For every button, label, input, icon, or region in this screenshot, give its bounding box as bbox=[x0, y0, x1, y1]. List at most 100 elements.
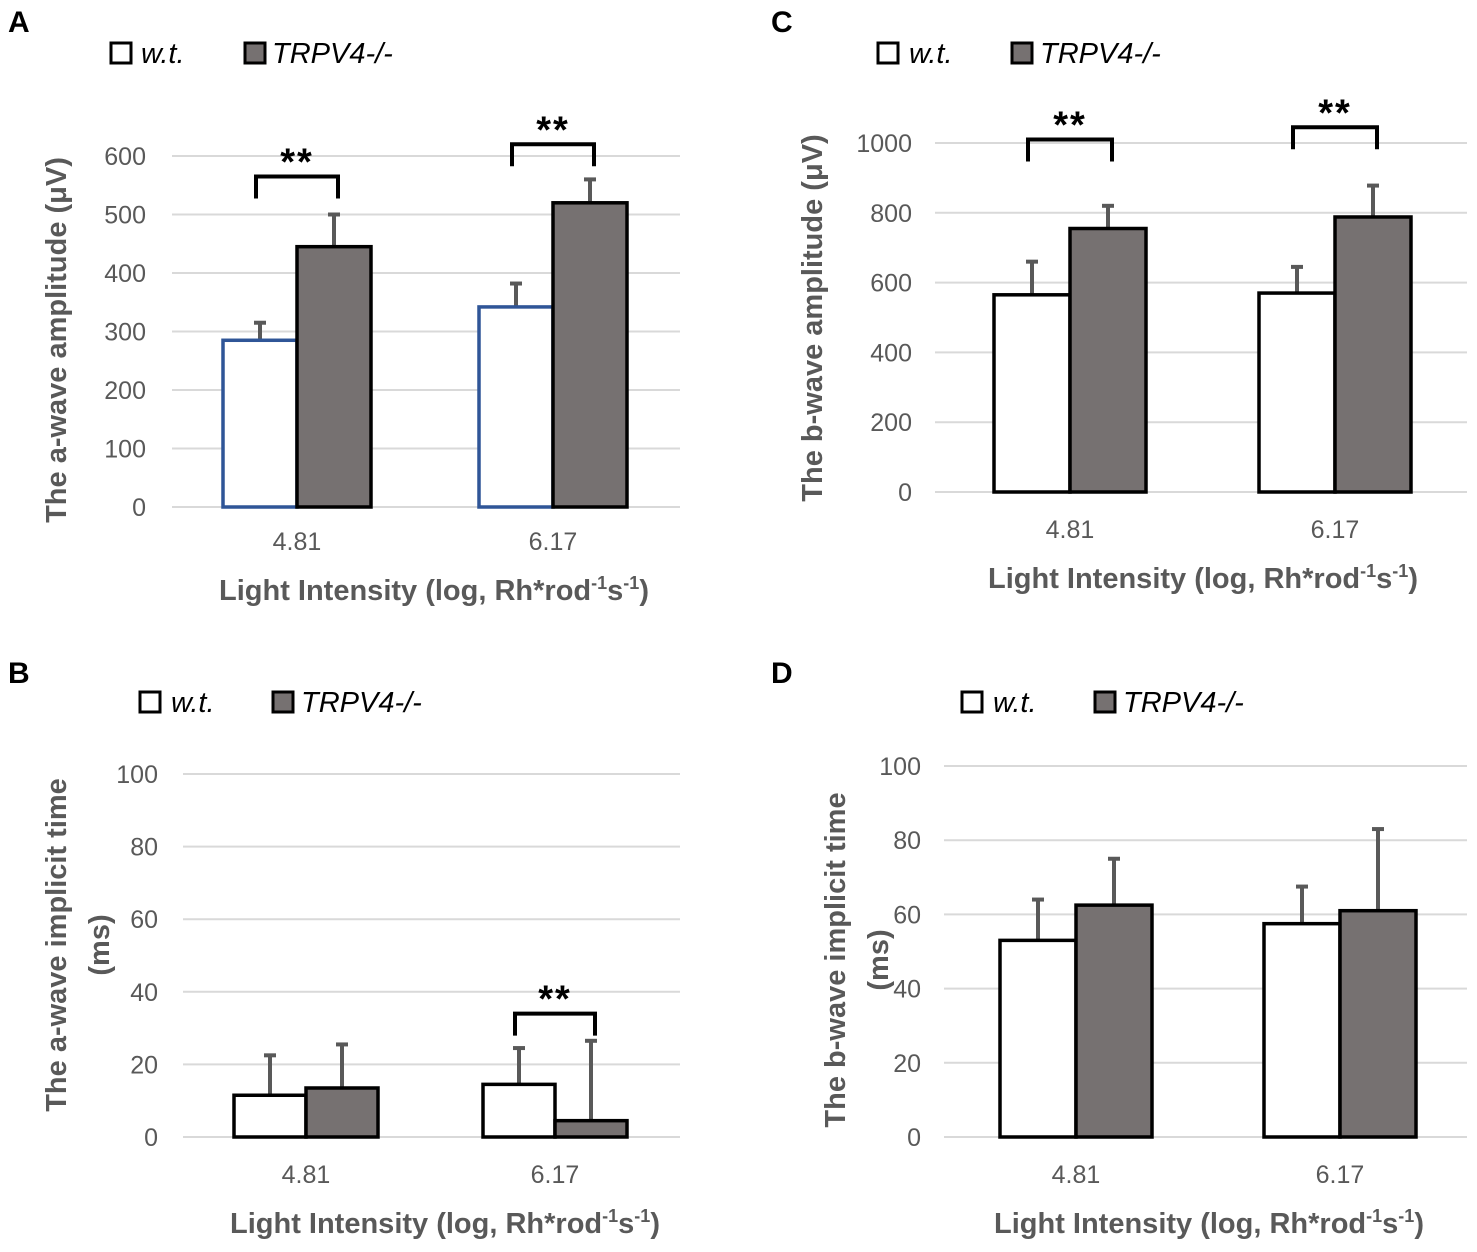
y-tick-label: 80 bbox=[130, 834, 158, 862]
y-tick-label: 60 bbox=[893, 901, 921, 929]
significance-label: ** bbox=[1318, 92, 1352, 134]
legend-swatch-wt bbox=[876, 41, 900, 65]
significance-bracket bbox=[1026, 137, 1114, 162]
significance-label: ** bbox=[536, 109, 570, 151]
panel-letter-a: A bbox=[8, 6, 30, 39]
y-tick-label: 80 bbox=[893, 827, 921, 855]
plot-area: 0 20 40 60 80 100 4.81 6.17 ** bbox=[116, 761, 680, 1189]
y-tick-label: 400 bbox=[870, 339, 912, 367]
bar-wt bbox=[992, 293, 1072, 494]
bar-trpv4-ko bbox=[1068, 226, 1148, 494]
x-axis-label: Light Intensity (log, Rh*rod-1s-1) bbox=[219, 573, 649, 607]
bar-wt bbox=[232, 1093, 308, 1139]
y-tick-label: 0 bbox=[898, 479, 912, 507]
significance-label: ** bbox=[1053, 105, 1087, 147]
x-tick-label: 4.81 bbox=[273, 528, 322, 556]
legend-swatch-ko bbox=[271, 690, 295, 714]
plot-area: 0 100 200 300 400 500 600 4.81 6.17 ** ** bbox=[104, 109, 680, 556]
legend-label-wt: w.t. bbox=[141, 38, 185, 70]
panel-letter-c: C bbox=[771, 6, 793, 39]
panel-a: A w.t. TRPV4-/- The a-wave amplitude (μV… bbox=[8, 6, 680, 607]
y-tick-label: 100 bbox=[116, 761, 158, 789]
y-axis-label-line2: (ms) bbox=[863, 929, 895, 990]
bar-trpv4-ko bbox=[553, 1118, 629, 1139]
y-tick-label: 0 bbox=[144, 1124, 158, 1152]
x-tick-label: 6.17 bbox=[1311, 516, 1360, 544]
legend-swatch-ko bbox=[1010, 41, 1034, 65]
y-tick-label: 200 bbox=[870, 409, 912, 437]
legend-swatch-wt bbox=[138, 690, 162, 714]
bar-trpv4-ko bbox=[1333, 215, 1413, 494]
significance-label: ** bbox=[280, 141, 314, 183]
significance-bracket bbox=[513, 1011, 597, 1036]
y-tick-label: 800 bbox=[870, 200, 912, 228]
y-tick-label: 100 bbox=[879, 753, 921, 781]
legend-label-ko: TRPV4-/- bbox=[1040, 38, 1161, 70]
y-tick-label: 20 bbox=[130, 1051, 158, 1079]
y-axis-label-line1: The b-wave implicit time bbox=[820, 792, 852, 1127]
bar-trpv4-ko bbox=[304, 1086, 380, 1139]
y-tick-label: 200 bbox=[104, 377, 146, 405]
significance-label: ** bbox=[538, 979, 572, 1021]
bar-wt bbox=[1257, 291, 1337, 494]
y-axis-label-line1: The a-wave implicit time bbox=[41, 778, 73, 1112]
significance-bracket bbox=[510, 142, 596, 167]
x-tick-label: 4.81 bbox=[1052, 1161, 1101, 1189]
x-tick-label: 4.81 bbox=[1046, 516, 1095, 544]
bar-trpv4-ko bbox=[1338, 908, 1418, 1139]
legend: w.t. TRPV4-/- bbox=[876, 38, 1161, 70]
y-tick-label: 600 bbox=[104, 143, 146, 171]
x-axis-label: Light Intensity (log, Rh*rod-1s-1) bbox=[230, 1206, 660, 1240]
bar-trpv4-ko bbox=[295, 244, 373, 509]
y-axis-label: The a-wave amplitude (μV) bbox=[41, 157, 73, 523]
legend-swatch-ko bbox=[243, 41, 267, 65]
bar-wt bbox=[481, 1082, 557, 1139]
panel-c: C w.t. TRPV4-/- The b-wave amplitude (μV… bbox=[771, 6, 1467, 595]
y-tick-label: 20 bbox=[893, 1050, 921, 1078]
panel-letter-b: B bbox=[8, 657, 30, 690]
significance-bracket bbox=[1291, 125, 1379, 150]
plot-area: 0 20 40 60 80 100 4.81 6.17 bbox=[879, 753, 1467, 1189]
x-tick-label: 4.81 bbox=[282, 1161, 331, 1189]
y-tick-label: 0 bbox=[132, 494, 146, 522]
y-tick-label: 100 bbox=[104, 436, 146, 464]
legend: w.t. TRPV4-/- bbox=[138, 687, 422, 719]
bar-trpv4-ko bbox=[1074, 903, 1154, 1139]
bar-wt bbox=[221, 338, 299, 509]
y-tick-label: 40 bbox=[893, 976, 921, 1004]
y-axis-label-line2: (ms) bbox=[84, 914, 116, 975]
x-tick-label: 6.17 bbox=[529, 528, 578, 556]
bar-wt bbox=[998, 938, 1078, 1139]
legend-label-wt: w.t. bbox=[909, 38, 953, 70]
panel-letter-d: D bbox=[771, 657, 793, 690]
legend-label-ko: TRPV4-/- bbox=[301, 687, 422, 719]
bar-trpv4-ko bbox=[551, 201, 629, 509]
panel-b: B w.t. TRPV4-/- The a-wave implicit time… bbox=[8, 657, 680, 1240]
legend-swatch-ko bbox=[1093, 690, 1117, 714]
y-tick-label: 300 bbox=[104, 319, 146, 347]
y-tick-label: 0 bbox=[907, 1124, 921, 1152]
y-axis-label: The b-wave amplitude (μV) bbox=[797, 134, 829, 501]
legend: w.t. TRPV4-/- bbox=[109, 38, 393, 70]
x-tick-label: 6.17 bbox=[531, 1161, 580, 1189]
legend-swatch-wt bbox=[960, 690, 984, 714]
bar-wt bbox=[477, 305, 555, 509]
significance-bracket bbox=[254, 174, 340, 199]
legend-label-wt: w.t. bbox=[171, 687, 215, 719]
panel-d: D w.t. TRPV4-/- The b-wave implicit time… bbox=[771, 657, 1467, 1240]
y-tick-label: 1000 bbox=[856, 130, 912, 158]
legend-label-ko: TRPV4-/- bbox=[1123, 687, 1244, 719]
x-axis-label: Light Intensity (log, Rh*rod-1s-1) bbox=[994, 1206, 1424, 1240]
legend: w.t. TRPV4-/- bbox=[960, 687, 1244, 719]
plot-area: 0 200 400 600 800 1000 4.81 6.17 ** ** bbox=[856, 92, 1467, 544]
legend-label-ko: TRPV4-/- bbox=[272, 38, 393, 70]
x-tick-label: 6.17 bbox=[1316, 1161, 1365, 1189]
legend-swatch-wt bbox=[109, 41, 133, 65]
bar-wt bbox=[1262, 921, 1342, 1139]
y-tick-label: 400 bbox=[104, 260, 146, 288]
y-tick-label: 60 bbox=[130, 906, 158, 934]
x-axis-label: Light Intensity (log, Rh*rod-1s-1) bbox=[988, 561, 1418, 595]
y-tick-label: 600 bbox=[870, 270, 912, 298]
y-tick-label: 500 bbox=[104, 202, 146, 230]
